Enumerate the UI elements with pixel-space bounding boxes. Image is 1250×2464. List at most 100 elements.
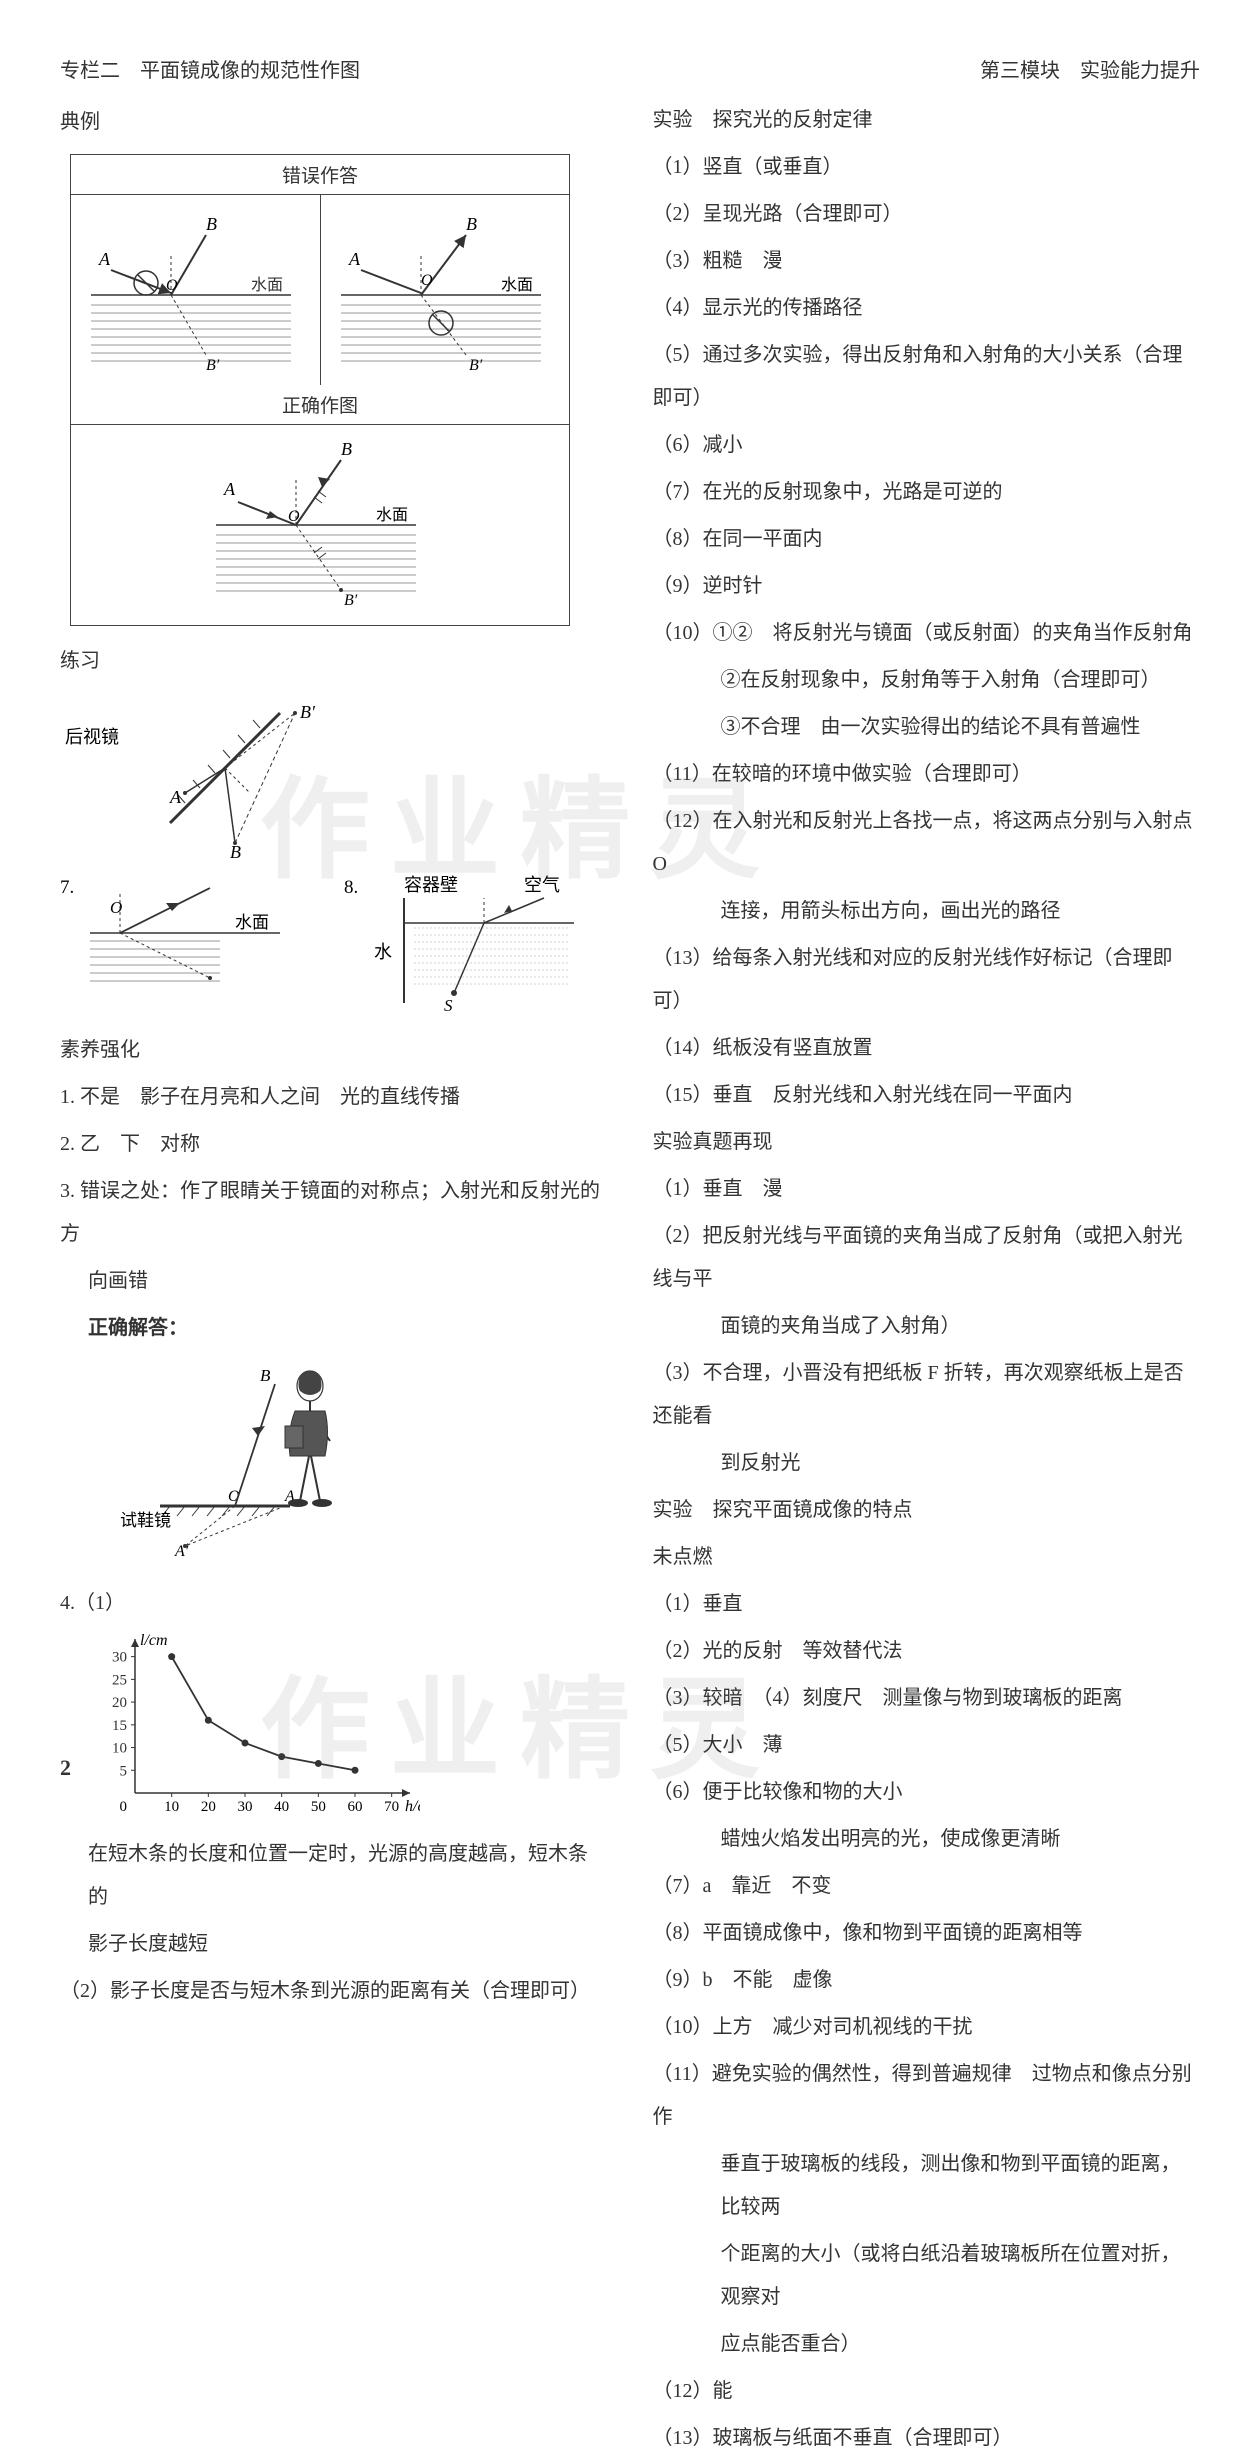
wrong-diagram-2: 水面 A B O B′ [321,195,570,385]
svg-text:20: 20 [112,1695,127,1711]
svg-text:10: 10 [112,1741,127,1757]
answer-item: （2）把反射光线与平面镜的夹角当成了反射角（或把入射光线与平 [653,1215,1201,1301]
answer-item: （12）能 [653,2370,1201,2413]
wrong-diagram-1: 水面 A B O B′ [71,195,321,385]
svg-text:试鞋镜: 试鞋镜 [120,1511,171,1530]
svg-text:40: 40 [274,1799,289,1815]
wrong-answer-box: 错误作答 水面 A B O B′ [70,154,570,626]
box1-header: 错误作答 [71,155,569,195]
svg-text:25: 25 [112,1672,127,1688]
svg-text:O: O [288,508,300,525]
svg-text:l/cm: l/cm [140,1633,168,1649]
answer-item: （4）显示光的传播路径 [653,287,1201,330]
svg-text:O: O [166,277,178,294]
answer-item: 连接，用箭头标出方向，画出光的路径 [653,890,1201,933]
svg-text:B′: B′ [344,592,358,609]
column-header-left: 专栏二 平面镜成像的规范性作图 [60,50,608,93]
svg-text:B: B [230,842,241,862]
q4-prefix: 4.（1） [60,1582,608,1625]
svg-text:水面: 水面 [501,276,533,294]
q4-text1: 在短木条的长度和位置一定时，光源的高度越高，短木条的 [60,1833,608,1919]
item-8: 8. 容器壁 空气 水 S [344,873,608,1013]
answer-item: （5）大小 薄 [653,1724,1201,1767]
svg-text:30: 30 [112,1650,127,1666]
answer-item: （15）垂直 反射光线和入射光线在同一平面内 [653,1074,1201,1117]
correct-diagram: 水面 A B O B′ [71,425,569,625]
svg-text:B′: B′ [206,357,220,374]
item-7: 7. 水面 O [60,873,324,1013]
suyang-title: 素养强化 [60,1029,608,1072]
q3-diagram: 试鞋镜 O A B A′ [60,1356,608,1566]
answer-item: 蜡烛火焰发出明亮的光，使成像更清晰 [653,1818,1201,1861]
q3-answer-label: 正确解答： [60,1307,608,1350]
answer-item: （10）①② 将反射光与镜面（或反射面）的夹角当作反射角 [653,612,1201,655]
replay-title: 实验真题再现 [653,1121,1201,1164]
svg-text:60: 60 [348,1799,363,1815]
q3-line1: 3. 错误之处：作了眼睛关于镜面的对称点；入射光和反射光的方 [60,1170,608,1256]
svg-text:h/cm: h/cm [405,1798,420,1815]
svg-text:O: O [421,272,433,289]
q4-chart: 51015202530010203040506070l/cmh/cm [90,1633,608,1823]
svg-text:B′: B′ [300,702,316,722]
q1: 1. 不是 影子在月亮和人之间 光的直线传播 [60,1076,608,1119]
svg-text:A: A [169,787,182,807]
page-number: 2 [60,1755,71,1781]
water-label: 水面 [251,276,283,294]
answer-item: （1）垂直 [653,1583,1201,1626]
answer-item: （3）粗糙 漫 [653,240,1201,283]
answer-item: （11）在较暗的环境中做实验（合理即可） [653,753,1201,796]
svg-text:30: 30 [238,1799,253,1815]
module-title: 第三模块 实验能力提升 [653,50,1201,93]
svg-text:15: 15 [112,1718,127,1734]
answer-item: （9）逆时针 [653,565,1201,608]
q4-text2: 影子长度越短 [60,1923,608,1966]
svg-text:A: A [98,249,111,269]
svg-text:A: A [348,249,361,269]
answer-item: 个距离的大小（或将白纸沿着玻璃板所在位置对折，观察对 [653,2233,1201,2319]
svg-text:50: 50 [311,1799,326,1815]
answer-item: （11）避免实验的偶然性，得到普遍规律 过物点和像点分别作 [653,2053,1201,2139]
answer-item: （1）竖直（或垂直） [653,146,1201,189]
box2-header: 正确作图 [71,385,569,425]
answer-item: （1）垂直 漫 [653,1168,1201,1211]
svg-text:5: 5 [120,1763,128,1779]
svg-text:空气: 空气 [524,875,560,895]
answer-item: （5）通过多次实验，得出反射角和入射角的大小关系（合理即可） [653,334,1201,420]
svg-text:70: 70 [384,1799,399,1815]
svg-text:水面: 水面 [376,506,408,524]
svg-text:B: B [341,439,352,459]
answer-item: （12）在入射光和反射光上各找一点，将这两点分别与入射点 O [653,800,1201,886]
svg-text:容器壁: 容器壁 [404,875,458,895]
answer-item: 到反射光 [653,1442,1201,1485]
practice-diagram: 后视镜 A B B′ [60,693,608,863]
answer-item: （6）便于比较像和物的大小 [653,1771,1201,1814]
exp1-title: 实验 探究光的反射定律 [653,99,1201,142]
svg-text:8.: 8. [344,877,358,898]
answer-item: （13）玻璃板与纸面不垂直（合理即可） [653,2417,1201,2460]
answer-item: （3）较暗 （4）刻度尺 测量像与物到玻璃板的距离 [653,1677,1201,1720]
svg-text:7.: 7. [60,877,74,898]
svg-text:10: 10 [164,1799,179,1815]
svg-text:B′: B′ [469,357,483,374]
answer-item: （3）不合理，小晋没有把纸板 F 折转，再次观察纸板上是否还能看 [653,1352,1201,1438]
exp2-pre: 未点燃 [653,1536,1201,1579]
svg-text:B: B [466,214,477,234]
answer-item: ②在反射现象中，反射角等于入射角（合理即可） [653,659,1201,702]
answer-item: （9）b 不能 虚像 [653,1959,1201,2002]
answer-item: 面镜的夹角当成了入射角） [653,1305,1201,1348]
svg-text:水: 水 [374,942,392,962]
example-label: 典例 [60,101,608,144]
answer-item: （14）纸板没有竖直放置 [653,1027,1201,1070]
svg-text:S: S [444,996,453,1013]
svg-text:A: A [223,479,236,499]
answer-item: 垂直于玻璃板的线段，测出像和物到平面镜的距离，比较两 [653,2143,1201,2229]
svg-text:后视镜: 后视镜 [65,727,119,747]
answer-item: （7）a 靠近 不变 [653,1865,1201,1908]
svg-text:水面: 水面 [235,913,269,932]
q2: 2. 乙 下 对称 [60,1123,608,1166]
answer-item: 应点能否重合） [653,2323,1201,2366]
answer-item: （13）给每条入射光线和对应的反射光线作好标记（合理即可） [653,937,1201,1023]
practice-label: 练习 [60,640,608,683]
svg-text:B: B [206,214,217,234]
answer-item: （10）上方 减少对司机视线的干扰 [653,2006,1201,2049]
